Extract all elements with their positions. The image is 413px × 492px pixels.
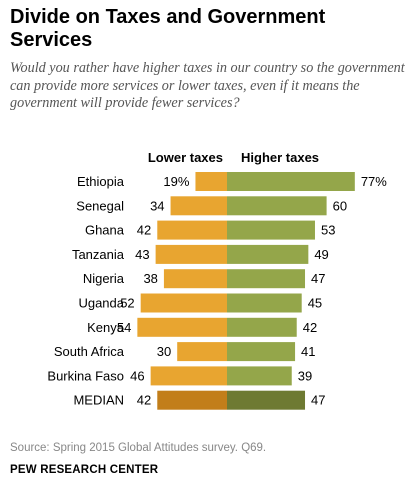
bar-higher-taxes [227, 317, 297, 337]
bar-lower-taxes [163, 269, 227, 289]
category-label: Uganda [78, 296, 124, 311]
value-label-lower: 42 [137, 223, 151, 238]
category-label: Nigeria [83, 271, 125, 286]
value-label-lower: 19% [163, 174, 189, 189]
chart-title: Divide on Taxes and Government Services [10, 6, 326, 51]
value-label-higher: 60 [333, 198, 347, 213]
bar-higher-taxes [227, 366, 292, 386]
source-note: Source: Spring 2015 Global Attitudes sur… [10, 442, 267, 454]
bar-higher-taxes [227, 220, 315, 240]
value-label-lower: 52 [120, 296, 134, 311]
category-label: Tanzania [72, 247, 125, 262]
bar-lower-taxes [150, 366, 227, 386]
category-label: MEDIAN [73, 393, 124, 408]
bar-higher-taxes [227, 172, 355, 191]
value-label-higher: 41 [301, 344, 315, 359]
value-label-higher: 47 [311, 393, 325, 408]
bar-lower-taxes [195, 172, 227, 191]
legend-higher-taxes: Higher taxes [241, 150, 319, 165]
category-label: Ghana [85, 223, 125, 238]
category-label: Burkina Faso [47, 368, 124, 383]
category-label: Senegal [76, 198, 124, 213]
organization-credit: PEW RESEARCH CENTER [10, 464, 159, 476]
value-label-higher: 47 [311, 271, 325, 286]
bar-higher-taxes [227, 342, 296, 362]
value-label-lower: 30 [157, 344, 171, 359]
value-label-lower: 34 [150, 198, 164, 213]
bar-lower-taxes [157, 220, 227, 240]
bar-higher-taxes [227, 390, 306, 410]
legend-lower-taxes: Lower taxes [148, 150, 223, 165]
value-label-higher: 77% [361, 174, 387, 189]
value-label-lower: 38 [143, 271, 157, 286]
category-label: Ethiopia [77, 174, 125, 189]
diverging-bar-chart: Lower taxes Higher taxes Ethiopia 19% 77% Sen… [47, 150, 387, 410]
value-label-lower: 42 [137, 393, 151, 408]
chart-subtitle: Would you rather have higher taxes in ou… [10, 60, 405, 111]
category-label: South Africa [54, 344, 125, 359]
value-label-higher: 42 [303, 320, 317, 335]
bar-lower-taxes [140, 293, 227, 313]
bar-higher-taxes [227, 269, 306, 289]
bar-lower-taxes [155, 244, 227, 264]
bar-lower-taxes [137, 317, 227, 337]
category-label: Kenya [87, 320, 125, 335]
bar-lower-taxes [170, 196, 227, 216]
value-label-higher: 49 [314, 247, 328, 262]
bar-higher-taxes [227, 196, 327, 216]
value-label-lower: 46 [130, 368, 144, 383]
value-label-higher: 45 [308, 296, 322, 311]
value-label-lower: 54 [117, 320, 131, 335]
bar-lower-taxes [177, 342, 227, 362]
value-label-higher: 53 [321, 223, 335, 238]
value-label-lower: 43 [135, 247, 149, 262]
bar-lower-taxes [157, 390, 227, 410]
bar-higher-taxes [227, 244, 309, 264]
bar-higher-taxes [227, 293, 302, 313]
value-label-higher: 39 [298, 368, 312, 383]
